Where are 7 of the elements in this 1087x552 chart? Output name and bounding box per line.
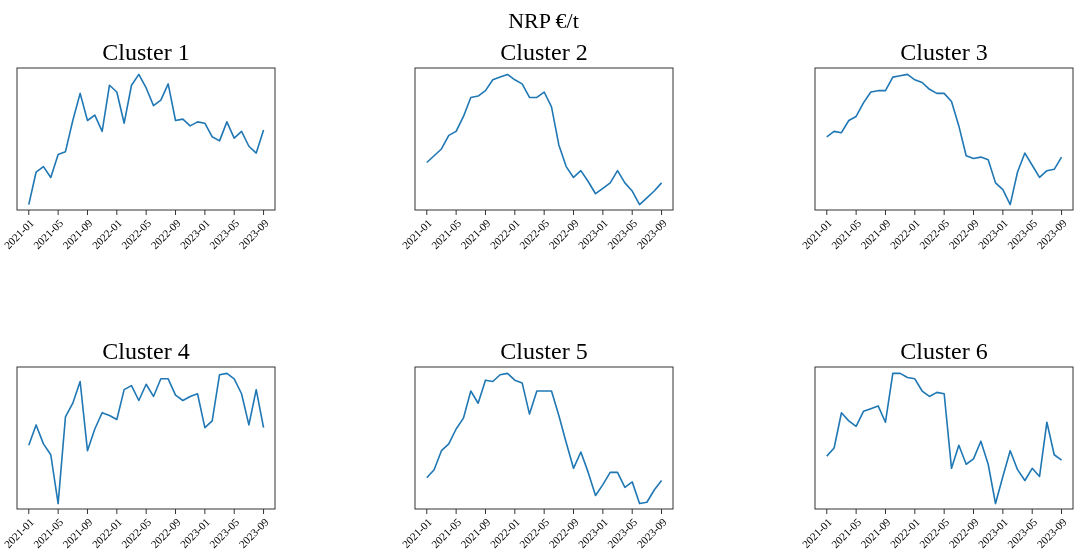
chart-title: Cluster 3: [900, 39, 988, 65]
chart-title: Cluster 2: [500, 39, 588, 65]
text: NRP €/t: [508, 8, 579, 33]
chart-title: Cluster 5: [500, 338, 588, 364]
chart-title: Cluster 1: [102, 39, 190, 65]
chart-title: Cluster 4: [102, 338, 190, 364]
chart-title: Cluster 6: [900, 338, 988, 364]
